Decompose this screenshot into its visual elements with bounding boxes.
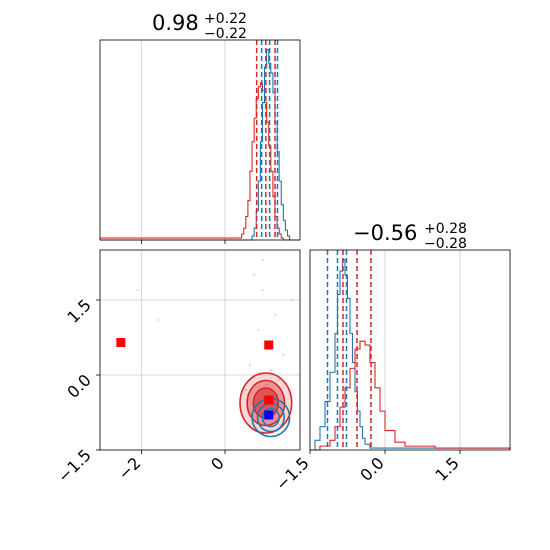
scatter-y-tick-label: 0.0 (63, 370, 94, 401)
scatter-panel-2d: −2 0 −1.5 0.0 1.5 (54, 249, 301, 486)
scatter-sample-point (252, 273, 256, 277)
scatter-contour-level (261, 407, 280, 428)
histogram-panel-param-2: −1.5 0.0 1.5 (272, 249, 511, 494)
scatter-sample-point (261, 258, 264, 262)
scatter-x-tick-label: 0 (207, 453, 228, 474)
scatter-marker-square (116, 338, 126, 347)
hist2-series-0-step-line (310, 258, 511, 451)
scatter-sample-point (273, 313, 277, 317)
hist2-series-1-step-line (310, 340, 511, 451)
scatter-sample-point (157, 318, 160, 322)
scatter-sample-point (277, 378, 281, 382)
scatter-frame (99, 249, 301, 451)
scatter-y-tick-label: 1.5 (63, 295, 94, 326)
hist2-x-tick-label: 1.5 (431, 453, 462, 484)
scatter-marker-square (264, 340, 274, 350)
scatter-sample-point (282, 353, 285, 357)
scatter-sample-point (265, 383, 268, 387)
hist1-frame (99, 39, 301, 241)
scatter-marker-square (264, 395, 274, 405)
title-param-2-value: −0.56 (353, 221, 417, 245)
title-param-1-value: 0.98 (152, 11, 199, 35)
scatter-y-tick-label: −1.5 (54, 445, 95, 486)
scatter-x-tick-label: −2 (114, 453, 144, 483)
hist2-x-tick-label: −1.5 (272, 453, 313, 494)
hist2-frame (309, 249, 511, 451)
hist2-x-tick-label: 0.0 (356, 453, 387, 484)
title-param-1-lower: −0.22 (204, 26, 247, 42)
scatter-sample-point (290, 298, 293, 302)
scatter-sample-point (257, 328, 260, 332)
scatter-marker-square (264, 410, 274, 420)
histogram-panel-param-1 (99, 39, 301, 244)
title-param-2-upper: +0.28 (424, 221, 467, 237)
scatter-sample-point (269, 368, 273, 372)
title-param-2-lower: −0.28 (424, 236, 467, 252)
scatter-sample-point (244, 388, 248, 392)
title-param-1-upper: +0.22 (204, 11, 247, 27)
scatter-sample-point (248, 363, 252, 367)
scatter-sample-point (261, 288, 264, 292)
scatter-sample-point (136, 288, 139, 292)
